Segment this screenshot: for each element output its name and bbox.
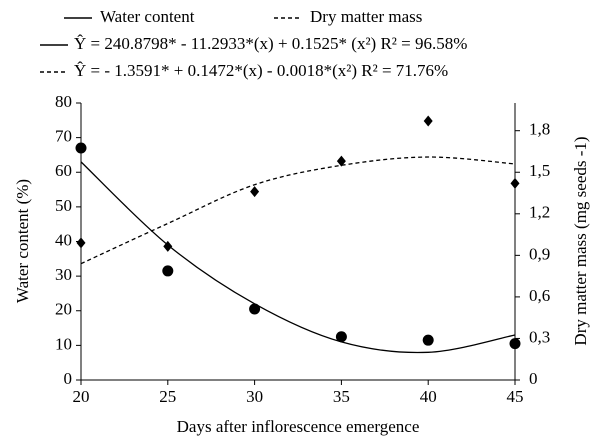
y-tick-label: 50 [55,196,72,215]
y-tick-label: 40 [55,230,72,249]
data-point [76,237,86,249]
y-tick-label: 10 [55,334,72,353]
data-point [163,240,173,252]
equation: Ŷ = 240.8798* - 11.2933*(x) + 0.1525* (x… [74,34,467,53]
data-point [162,265,174,277]
fit-line [80,156,516,265]
data-point [249,303,261,315]
y-tick-label: 20 [55,300,72,319]
data-point [509,338,521,350]
legend-label: Dry matter mass [310,7,422,26]
y2-tick-label: 0,3 [529,327,550,346]
y2-tick-label: 1,8 [529,120,550,139]
y2-tick-label: 1,5 [529,161,550,180]
data-point [510,177,520,189]
fit-line [80,161,516,354]
data-point [423,115,433,127]
data-point [422,334,434,346]
data-point [75,142,87,154]
y-tick-label: 0 [64,369,73,388]
y-tick-label: 30 [55,265,72,284]
x-tick-label: 25 [159,387,176,406]
y2-axis-label: Dry matter mass (mg seeds -1) [571,136,590,345]
y-tick-label: 80 [55,92,72,111]
y2-tick-label: 1,2 [529,203,550,222]
y2-tick-label: 0 [529,369,538,388]
legend-label: Water content [100,7,195,26]
x-tick-label: 20 [73,387,90,406]
x-tick-label: 40 [420,387,437,406]
x-tick-label: 30 [246,387,263,406]
data-point [250,186,260,198]
x-tick-label: 35 [333,387,350,406]
y2-tick-label: 0,6 [529,286,550,305]
data-point [336,155,346,167]
y-axis-label: Water content (%) [13,179,32,303]
x-axis-label: Days after inflorescence emergence [177,417,420,436]
equation: Ŷ = - 1.3591* + 0.1472*(x) - 0.0018*(x²)… [74,61,448,80]
y-tick-label: 70 [55,127,72,146]
y-tick-label: 60 [55,161,72,180]
x-tick-label: 45 [507,387,524,406]
data-point [335,331,347,343]
y2-tick-label: 0,9 [529,244,550,263]
